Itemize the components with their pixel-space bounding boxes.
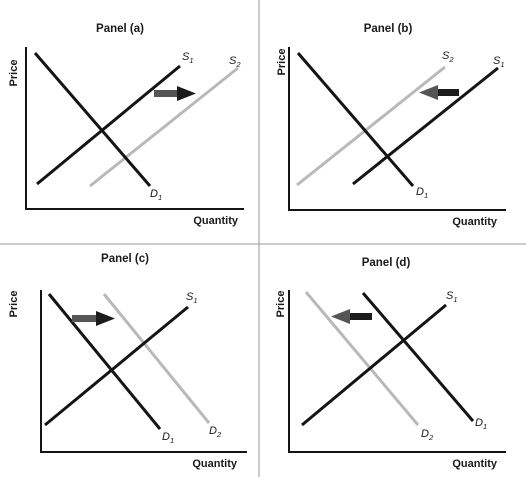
y-axis-label: Price xyxy=(8,291,20,318)
supply-curve-s1 xyxy=(44,305,189,427)
axes xyxy=(288,290,506,453)
demand-curve-d1 xyxy=(296,52,415,187)
label-d1: D1 xyxy=(475,417,487,431)
panel-b: Panel (b) Price Quantity S1 S2 D1 xyxy=(276,23,506,228)
x-axis-label: Quantity xyxy=(452,458,497,470)
label-s1: S1 xyxy=(186,291,198,305)
supply-curve-s2 xyxy=(89,66,239,188)
label-d2: D2 xyxy=(421,428,434,442)
x-axis-label: Quantity xyxy=(192,458,237,470)
label-d1: D1 xyxy=(162,431,174,445)
shift-arrow-right xyxy=(72,311,115,326)
label-s1: S1 xyxy=(493,55,505,69)
x-axis-label: Quantity xyxy=(193,215,238,227)
panel-title: Panel (b) xyxy=(364,23,413,35)
panel-c: Panel (c) Price Quantity S1 D1 D2 xyxy=(8,253,247,470)
axes xyxy=(288,47,506,211)
panel-d: Panel (d) Price Quantity S1 D1 D2 xyxy=(275,257,506,470)
label-d2: D2 xyxy=(209,425,222,439)
label-s2: S2 xyxy=(229,55,241,69)
supply-curve-s1 xyxy=(36,64,181,186)
demand-curve-d1 xyxy=(33,52,152,187)
y-axis-label: Price xyxy=(8,60,20,87)
label-d1: D1 xyxy=(416,186,428,200)
supply-curve-s1 xyxy=(352,66,499,186)
panel-title: Panel (d) xyxy=(362,257,411,269)
axes xyxy=(40,290,247,453)
label-s2: S2 xyxy=(442,50,454,64)
x-axis-label: Quantity xyxy=(452,216,497,228)
panel-a: Panel (a) Price Quantity S1 S2 D1 xyxy=(8,23,244,227)
shift-arrow-left xyxy=(419,85,459,100)
demand-curve-d2 xyxy=(102,293,211,424)
y-axis-label: Price xyxy=(276,49,288,76)
supply-curve-s2 xyxy=(296,65,446,187)
label-s1: S1 xyxy=(182,51,194,65)
label-d1: D1 xyxy=(150,188,162,202)
panel-title: Panel (a) xyxy=(96,23,144,35)
shift-arrow-right xyxy=(154,86,196,101)
axes xyxy=(25,47,244,210)
label-s1: S1 xyxy=(446,290,458,304)
panel-title: Panel (c) xyxy=(101,253,149,265)
y-axis-label: Price xyxy=(275,291,287,318)
demand-curve-d1 xyxy=(361,292,475,422)
demand-curve-d1 xyxy=(47,293,162,430)
supply-curve-s1 xyxy=(301,303,447,427)
demand-curve-d2 xyxy=(304,291,420,426)
shift-arrow-left xyxy=(331,309,372,324)
